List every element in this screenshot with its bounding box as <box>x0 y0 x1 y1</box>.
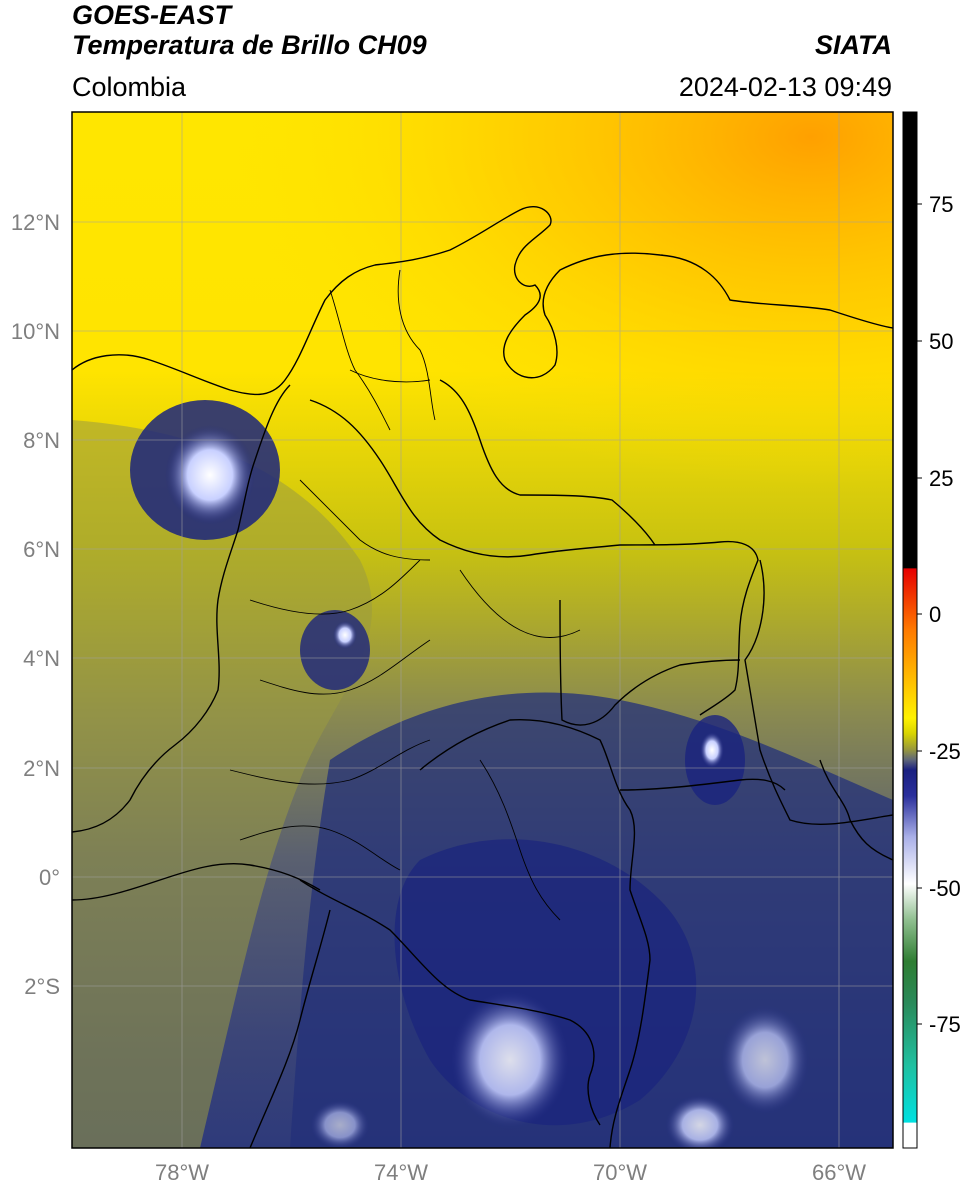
colorbar-tick-label: 50 <box>929 329 953 354</box>
gridlines <box>72 112 893 1148</box>
map-field <box>72 112 893 1148</box>
lat-tick-label: 2°S <box>24 974 60 999</box>
convective-cell-andes <box>300 610 370 690</box>
convective-core-se-bottom <box>665 1095 735 1148</box>
lat-tick-label: 6°N <box>23 537 60 562</box>
colorbar-frame <box>902 111 918 1149</box>
lat-tick-label: 8°N <box>23 428 60 453</box>
lon-tick-label: 70°W <box>593 1160 647 1185</box>
lat-tick-label: 4°N <box>23 646 60 671</box>
colorbar-tick-label: -75 <box>929 1012 961 1037</box>
colorbar-tick-label: -25 <box>929 739 961 764</box>
lat-tick-labels: 12°N 10°N 8°N 6°N 4°N 2°N 0° 2°S <box>11 210 60 999</box>
lon-tick-labels: 78°W 74°W 70°W 66°W <box>155 1160 866 1185</box>
datetime-label: 2024-02-13 09:49 <box>678 72 892 102</box>
coastlines-borders <box>72 206 893 1148</box>
right-header: SIATA 2024-02-13 09:49 <box>679 30 892 102</box>
convective-core-sw-bottom <box>310 1100 370 1148</box>
colorbar-tick-label: 25 <box>929 466 953 491</box>
lon-tick-label: 78°W <box>155 1160 209 1185</box>
convective-core-southeast <box>720 1005 810 1115</box>
convective-core-south <box>450 990 570 1130</box>
lon-tick-label: 66°W <box>812 1160 866 1185</box>
map-frame <box>71 111 894 1149</box>
colorbar-tick-label: 0 <box>929 602 941 627</box>
product-title: Temperatura de Brillo CH09 <box>72 30 427 60</box>
department-borders <box>229 269 581 921</box>
convective-core-orinoco <box>700 732 724 768</box>
satellite-title: GOES-EAST <box>72 0 232 30</box>
lat-tick-label: 10°N <box>11 319 60 344</box>
convective-core-andes <box>333 621 357 649</box>
lat-tick-label: 12°N <box>11 210 60 235</box>
source-label: SIATA <box>815 30 892 60</box>
region-label: Colombia <box>72 72 187 102</box>
convective-core-pacific <box>165 425 255 525</box>
lon-tick-label: 74°W <box>374 1160 428 1185</box>
lat-tick-label: 0° <box>39 865 60 890</box>
title-block: GOES-EAST Temperatura de Brillo CH09 Col… <box>72 0 427 102</box>
colorbar: 75 50 25 0 -25 -50 -75 <box>902 111 961 1149</box>
colorbar-tick-label: 75 <box>929 192 953 217</box>
colorbar-ticks <box>917 203 922 1025</box>
olive-west <box>72 420 373 1148</box>
colorbar-gradient <box>903 112 917 1148</box>
colorbar-tick-label: -50 <box>929 876 961 901</box>
lat-tick-label: 2°N <box>23 756 60 781</box>
